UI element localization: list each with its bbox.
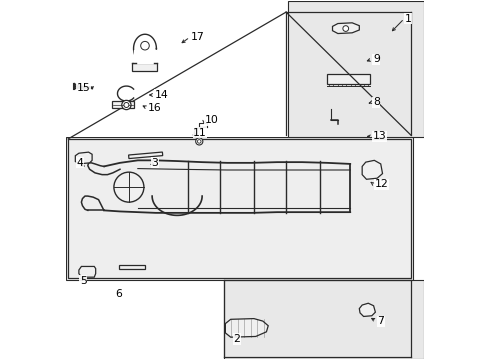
Bar (132, 63, 157, 71)
Text: 3: 3 (151, 158, 158, 168)
Circle shape (114, 172, 144, 202)
Text: 13: 13 (373, 131, 387, 141)
Text: 7: 7 (377, 316, 384, 326)
Circle shape (124, 103, 129, 108)
Bar (112, 102, 134, 108)
Circle shape (196, 138, 203, 145)
Polygon shape (75, 152, 92, 164)
Bar (327, 74, 370, 84)
Polygon shape (288, 1, 424, 137)
Circle shape (197, 140, 201, 143)
Polygon shape (66, 66, 288, 137)
Bar (68, 139, 411, 278)
Text: 4: 4 (76, 158, 83, 168)
Circle shape (122, 100, 131, 110)
Bar (128, 152, 163, 158)
Text: 10: 10 (205, 115, 219, 125)
Text: 5: 5 (80, 276, 87, 286)
Polygon shape (333, 23, 359, 33)
Circle shape (343, 26, 348, 31)
Text: 1: 1 (405, 14, 412, 23)
Text: 12: 12 (374, 179, 388, 189)
Text: 8: 8 (373, 97, 380, 107)
Circle shape (141, 41, 149, 50)
Bar (66, 137, 413, 280)
Polygon shape (79, 266, 96, 277)
Polygon shape (194, 128, 203, 138)
Polygon shape (362, 160, 383, 179)
Text: 11: 11 (193, 128, 207, 138)
Text: 17: 17 (191, 32, 204, 42)
Bar (119, 265, 145, 269)
Text: 15: 15 (76, 83, 90, 93)
Polygon shape (225, 319, 268, 337)
Polygon shape (359, 303, 375, 316)
Text: 16: 16 (148, 103, 162, 113)
Text: 6: 6 (116, 289, 122, 298)
Text: 14: 14 (155, 90, 169, 100)
Text: 2: 2 (234, 334, 241, 344)
Text: 9: 9 (373, 54, 380, 64)
Polygon shape (223, 280, 424, 359)
